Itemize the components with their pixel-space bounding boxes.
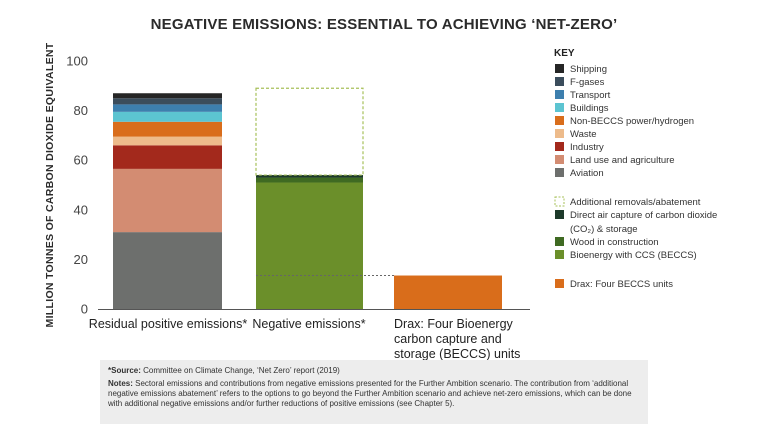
legend-title: KEY: [554, 48, 575, 59]
legend-swatch: [555, 279, 564, 288]
legend-swatch: [554, 196, 565, 207]
bar-segment-transport: [113, 104, 222, 112]
legend-swatch: [555, 237, 564, 246]
legend-label: Buildings: [570, 103, 609, 114]
bar-segment-aviation: [113, 232, 222, 309]
legend-label: Additional removals/abatement: [570, 197, 701, 208]
y-tick-label: 0: [81, 302, 88, 317]
legend-label: Wood in construction: [570, 237, 659, 248]
bar-segment-bioenergy-with-ccs-beccs: [256, 182, 363, 309]
y-tick-label: 80: [74, 103, 88, 118]
legend-label: Shipping: [570, 64, 607, 75]
category-label: storage (BECCS) units: [394, 347, 520, 361]
legend-swatch: [555, 103, 564, 112]
bar-segment-buildings: [113, 111, 222, 122]
y-axis-title: MILLION TONNES OF CARBON DIOXIDE EQUIVAL…: [44, 42, 56, 327]
legend-label: Waste: [570, 129, 597, 140]
bar-segment-f-gases: [113, 98, 222, 105]
notes-text: Sectoral emissions and contributions fro…: [108, 379, 632, 408]
legend-swatch: [555, 77, 564, 86]
legend-swatch: [555, 142, 564, 151]
bar-segment-wood-in-construction: [256, 177, 363, 183]
legend-label: F-gases: [570, 77, 605, 88]
legend-label: Bioenergy with CCS (BECCS): [570, 250, 697, 261]
legend-swatch: [555, 129, 564, 138]
category-label: Residual positive emissions*: [89, 317, 248, 331]
notes-label: Notes:: [108, 379, 133, 388]
legend-swatch: [555, 64, 564, 73]
legend-label: (CO₂) & storage: [570, 224, 638, 235]
y-tick-label: 20: [74, 252, 88, 267]
chart-title: NEGATIVE EMISSIONS: ESSENTIAL TO ACHIEVI…: [150, 16, 618, 33]
category-label: Negative emissions*: [252, 317, 365, 331]
legend-label: Direct air capture of carbon dioxide: [570, 210, 717, 221]
legend-swatch: [555, 250, 564, 259]
source-text: Committee on Climate Change, ‘Net Zero’ …: [143, 366, 340, 375]
source-label: *Source:: [108, 366, 141, 375]
bar-segment-industry: [113, 145, 222, 169]
bar-segment-drax-four-beccs-units: [394, 275, 502, 309]
legend-swatch: [555, 168, 564, 177]
category-label: carbon capture and: [394, 332, 502, 346]
bar-segment-land-use-and-agriculture: [113, 168, 222, 233]
bar-segment-additional-removals-abatement: [255, 87, 364, 176]
legend-label: Non-BECCS power/hydrogen: [570, 116, 694, 127]
y-tick-label: 100: [66, 54, 88, 69]
bar-segment-non-beccs-power-hydrogen: [113, 121, 222, 137]
legend-label: Industry: [570, 142, 604, 153]
legend-swatch: [555, 155, 564, 164]
legend-swatch: [555, 90, 564, 99]
legend-label: Drax: Four BECCS units: [570, 279, 673, 290]
bar-segment-waste: [113, 136, 222, 146]
legend-swatch: [555, 210, 564, 219]
y-tick-label: 60: [74, 153, 88, 168]
legend-swatch: [555, 116, 564, 125]
bar-segment-shipping: [113, 93, 222, 99]
legend-label: Land use and agriculture: [570, 155, 675, 166]
notes-box: *Source: Committee on Climate Change, ‘N…: [100, 360, 648, 424]
bar-segment-direct-air-capture-of-carbon-dioxide-co-storage: [256, 175, 363, 178]
category-label: Drax: Four Bioenergy: [394, 317, 514, 331]
legend-label: Aviation: [570, 168, 604, 179]
y-tick-label: 40: [74, 202, 88, 217]
legend-label: Transport: [570, 90, 611, 101]
